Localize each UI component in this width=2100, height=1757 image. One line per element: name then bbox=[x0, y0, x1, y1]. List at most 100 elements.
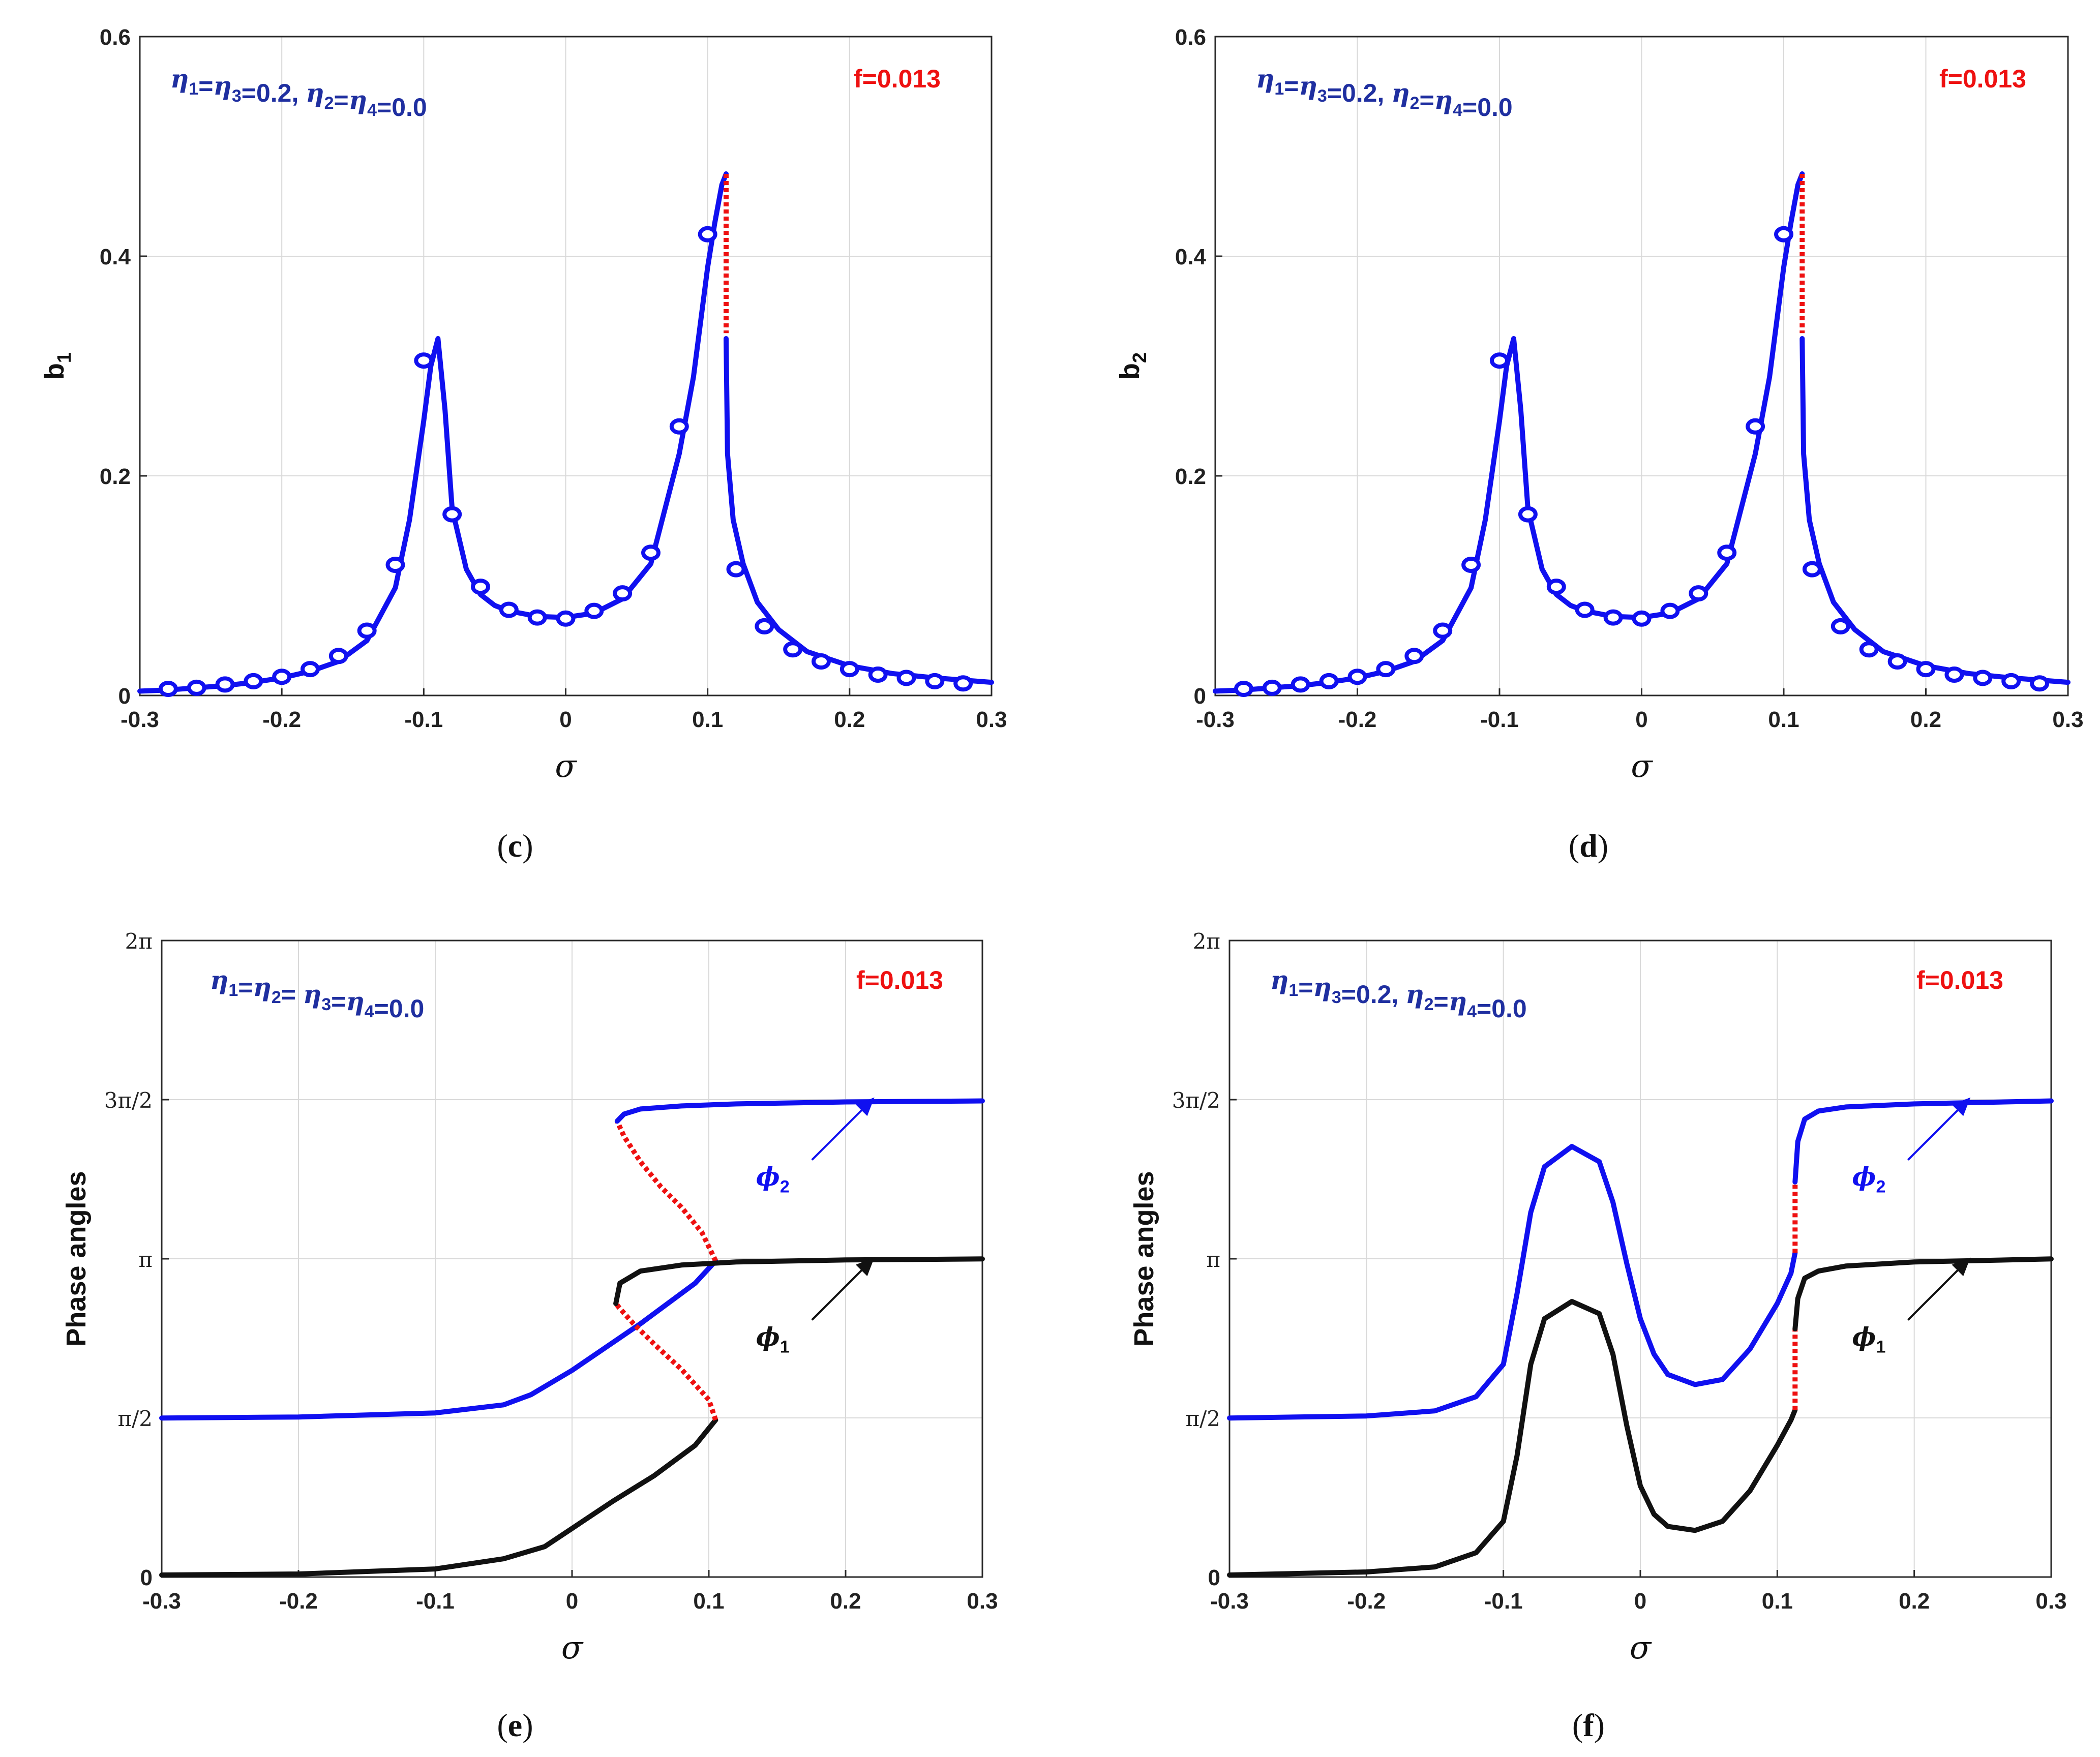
panel-f: -0.3 -0.2 -0.1 0 0.1 0.2 0.3 0 π/2 π 3π/2 2π η1=η3=0… bbox=[1129, 929, 2067, 1743]
data-marker bbox=[1518, 506, 1538, 523]
y-axis-label: b2 bbox=[1115, 352, 1151, 380]
data-marker bbox=[215, 676, 235, 693]
x-axis-label: σ bbox=[555, 747, 577, 784]
x-axis-label: σ bbox=[1630, 1629, 1652, 1666]
series-phi2-stable-2 bbox=[1792, 1098, 2054, 1185]
panel-caption: (d) bbox=[1569, 828, 1608, 864]
data-marker bbox=[953, 675, 973, 692]
data-marker bbox=[896, 670, 916, 686]
y-axis-label: Phase angles bbox=[1129, 1171, 1159, 1346]
data-marker bbox=[1944, 666, 1964, 683]
data-marker bbox=[499, 601, 519, 618]
annotation-parameters: η1=η3=0.2, η2=η4=0.0 bbox=[1256, 64, 1513, 122]
x-tick-label: -0.1 bbox=[1484, 1589, 1523, 1614]
y-tick-label: 0.2 bbox=[100, 464, 131, 489]
data-marker bbox=[1461, 556, 1481, 573]
data-marker bbox=[1575, 601, 1595, 618]
x-tick-label: -0.2 bbox=[1347, 1589, 1386, 1614]
series-stable-branch-1 bbox=[1213, 171, 1805, 694]
y-tick-label: π bbox=[1206, 1247, 1220, 1272]
series-phi2-lower-stable bbox=[159, 1258, 718, 1421]
x-tick-label: 0 bbox=[1634, 1589, 1646, 1614]
data-marker bbox=[1660, 602, 1680, 619]
series-phi2-unstable bbox=[615, 1120, 718, 1262]
data-marker bbox=[442, 506, 462, 523]
x-tick-label: -0.3 bbox=[1210, 1589, 1249, 1614]
data-marker bbox=[1433, 622, 1453, 639]
y-tick-label: 0 bbox=[140, 1565, 153, 1590]
data-marker bbox=[1632, 610, 1652, 627]
x-tick-label: 0.2 bbox=[834, 707, 865, 732]
annotation-forcing: f=0.013 bbox=[1916, 966, 2003, 994]
data-marker bbox=[1347, 669, 1367, 685]
x-tick-label: -0.1 bbox=[1480, 707, 1519, 732]
data-marker bbox=[1802, 561, 1822, 578]
x-tick-label: -0.1 bbox=[404, 707, 443, 732]
annotation-forcing: f=0.013 bbox=[856, 966, 943, 994]
data-marker bbox=[868, 666, 888, 683]
x-tick-label: -0.3 bbox=[121, 707, 159, 732]
series-phi1-stable-1 bbox=[1227, 1299, 1798, 1578]
data-marker bbox=[328, 648, 348, 664]
plot-frame bbox=[1214, 36, 2069, 696]
data-marker bbox=[1973, 670, 1993, 686]
y-tick-label: 0.6 bbox=[100, 25, 131, 50]
data-marker bbox=[2001, 673, 2021, 689]
y-tick-label: 0.2 bbox=[1175, 464, 1206, 489]
x-tick-label: 0 bbox=[566, 1589, 578, 1614]
data-marker bbox=[1831, 618, 1850, 634]
label-phi1: ϕ1 bbox=[756, 1321, 790, 1356]
data-marker bbox=[613, 585, 633, 602]
series-phi1-lower-stable bbox=[159, 1417, 718, 1578]
data-marker bbox=[1603, 609, 1623, 626]
x-tick-label: 0.3 bbox=[2035, 1589, 2066, 1614]
plot-frame bbox=[139, 36, 993, 696]
y-tick-label: 3π/2 bbox=[104, 1088, 153, 1113]
series-phi2-upper-stable bbox=[614, 1098, 985, 1124]
x-tick-label: -0.2 bbox=[262, 707, 301, 732]
y-tick-label: 0.4 bbox=[100, 245, 131, 269]
data-marker bbox=[1916, 661, 1936, 678]
y-tick-label: π/2 bbox=[1186, 1406, 1220, 1431]
data-marker bbox=[1546, 579, 1566, 595]
data-marker bbox=[385, 556, 405, 573]
data-marker bbox=[1262, 679, 1282, 696]
series-phi1-upper-stable bbox=[613, 1256, 985, 1306]
annotation-parameters: η1=η2= η3=η4=0.0 bbox=[210, 965, 424, 1023]
series-phi1-unstable bbox=[614, 1301, 718, 1421]
y-tick-label: π bbox=[138, 1247, 153, 1272]
y-tick-label: 2π bbox=[125, 929, 153, 954]
x-tick-label: 0.1 bbox=[692, 707, 723, 732]
data-marker bbox=[1234, 681, 1253, 698]
data-marker bbox=[1490, 352, 1509, 369]
y-tick-label: 0.6 bbox=[1175, 25, 1206, 50]
x-axis-label: σ bbox=[1631, 747, 1653, 784]
panel-caption: (e) bbox=[497, 1707, 533, 1743]
panel-e: -0.3 -0.2 -0.1 0 0.1 0.2 0.3 0 π/2 π 3π/2 2π η1=η2= … bbox=[61, 929, 998, 1743]
data-marker bbox=[925, 673, 945, 689]
data-marker bbox=[812, 653, 831, 670]
panel-d: -0.3 -0.2 -0.1 0 0.1 0.2 0.3 0 0.2 0.4 0.6 η1=η3=0.… bbox=[1115, 25, 2084, 864]
x-tick-label: -0.2 bbox=[1338, 707, 1377, 732]
x-tick-label: 0.1 bbox=[693, 1589, 724, 1614]
y-tick-label: 0 bbox=[1208, 1565, 1220, 1590]
panel-caption: (c) bbox=[497, 828, 533, 864]
data-marker bbox=[301, 661, 320, 678]
panel-c: -0.3 -0.2 -0.1 0 0.1 0.2 0.3 0 0.2 0.4 0.6 η1=η3=0.… bbox=[39, 25, 1007, 864]
x-tick-label: 0.3 bbox=[967, 1589, 998, 1614]
y-axis-label: b1 bbox=[39, 352, 75, 380]
x-axis-label: σ bbox=[561, 1629, 584, 1666]
data-marker bbox=[556, 610, 576, 627]
x-tick-label: 0.1 bbox=[1768, 707, 1799, 732]
data-marker bbox=[2030, 675, 2050, 692]
y-tick-label: 0 bbox=[1194, 684, 1206, 709]
y-tick-label: 3π/2 bbox=[1172, 1088, 1220, 1113]
annotation-forcing: f=0.013 bbox=[854, 65, 941, 93]
x-tick-label: 0.3 bbox=[976, 707, 1007, 732]
y-axis-label: Phase angles bbox=[61, 1171, 92, 1346]
x-tick-label: -0.3 bbox=[142, 1589, 181, 1614]
data-marker bbox=[641, 544, 661, 561]
series-phi2-stable-1 bbox=[1227, 1144, 1798, 1421]
data-marker bbox=[471, 579, 490, 595]
